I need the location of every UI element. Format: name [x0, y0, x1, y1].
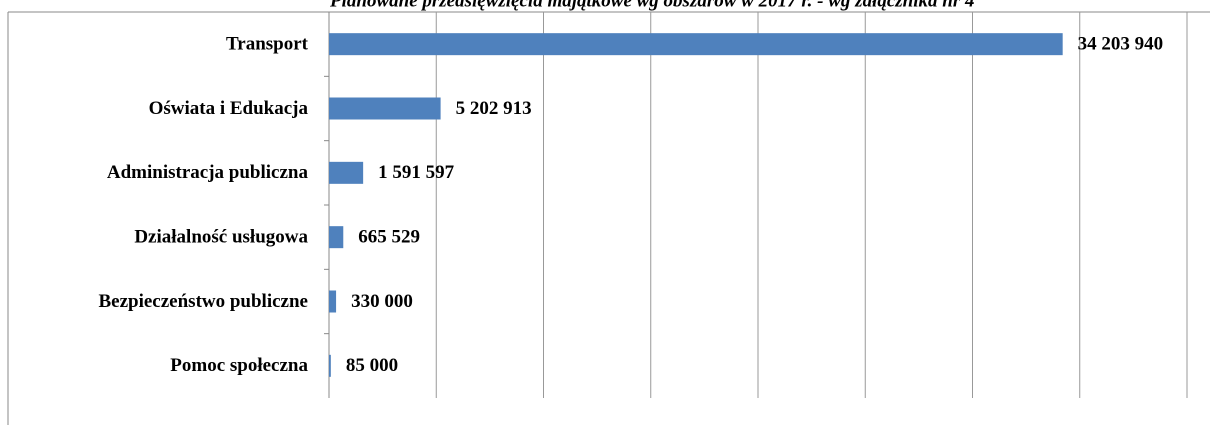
category-label: Administracja publiczna	[107, 162, 309, 183]
category-label: Działalność usługowa	[134, 227, 308, 248]
category-label: Oświata i Edukacja	[149, 98, 309, 119]
data-label: 330 000	[351, 291, 413, 312]
data-label: 1 591 597	[378, 162, 455, 183]
bar	[329, 161, 364, 184]
category-label: Pomoc społeczna	[170, 355, 308, 376]
bar	[329, 290, 337, 313]
bar	[329, 354, 331, 377]
bar	[329, 33, 1063, 56]
data-label: 34 203 940	[1078, 34, 1164, 55]
data-label: 85 000	[346, 355, 398, 376]
category-label: Bezpieczeństwo publiczne	[98, 291, 308, 312]
bar	[329, 97, 441, 120]
category-label: Transport	[226, 34, 309, 55]
data-label: 665 529	[358, 227, 420, 248]
data-label: 5 202 913	[456, 98, 532, 119]
bar	[329, 226, 344, 249]
chart-title: Planowane przedsięwzięcia majątkowe wg o…	[329, 0, 975, 11]
